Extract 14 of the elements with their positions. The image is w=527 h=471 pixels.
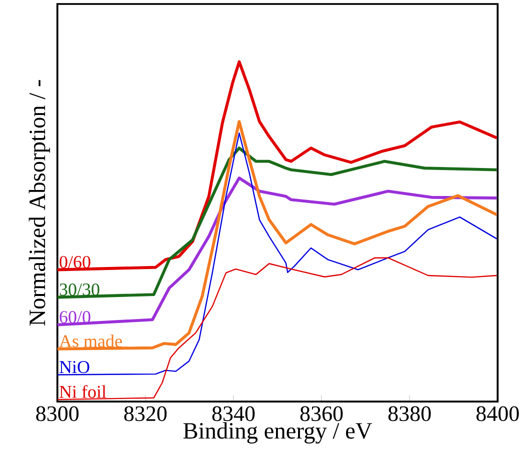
series-label: 30/30	[60, 284, 100, 296]
x-tick-label: 8360	[300, 406, 343, 422]
x-tick-label: 8380	[388, 406, 431, 422]
series-label: Ni foil	[60, 385, 106, 398]
y-axis-title: Normalized Absorption / -	[28, 80, 50, 326]
x-tick-label: 8320	[124, 406, 167, 422]
x-tick-label: 8340	[212, 406, 255, 422]
series-label: 0/60	[60, 256, 90, 268]
series-label: As made	[59, 334, 122, 348]
x-axis-title: Binding energy / eV	[183, 422, 372, 444]
x-tick-label: 8400	[476, 406, 519, 422]
series-label: 60/0	[60, 311, 90, 324]
series-label: NiO	[60, 361, 90, 374]
x-tick-label: 8300	[36, 406, 79, 422]
